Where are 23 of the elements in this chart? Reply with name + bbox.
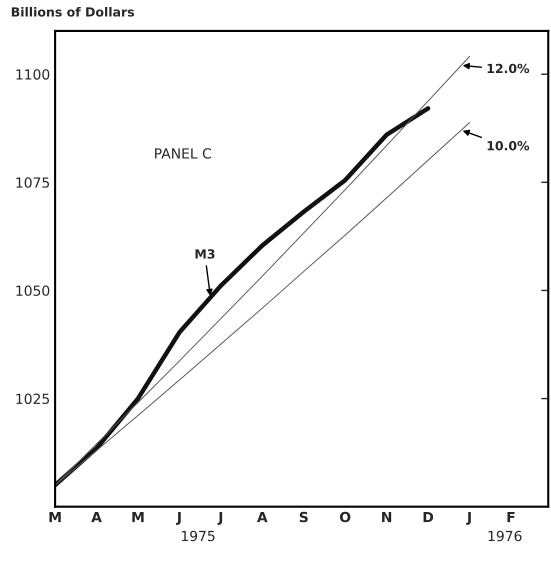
x-tick-label: J xyxy=(466,512,471,525)
x-tick-label: F xyxy=(507,512,515,522)
x-tick-label: A xyxy=(256,512,268,522)
y-tick-label: 1025 xyxy=(16,394,50,404)
x-tick-label: D xyxy=(424,512,434,522)
annotation: PANEL C xyxy=(155,148,211,159)
x-tick-label: A xyxy=(91,512,102,522)
x-tick-label: M xyxy=(132,512,144,522)
text: 1975 xyxy=(182,530,215,542)
x-tick-label: S xyxy=(300,512,308,522)
y-axis-title: Billions of Dollars xyxy=(12,6,134,17)
series-label: M3 xyxy=(196,249,215,259)
text: 1976 xyxy=(488,530,522,542)
series-label: 12.0% xyxy=(488,64,530,74)
x-tick-label: O xyxy=(340,512,350,522)
text: 10.0% xyxy=(488,141,530,150)
x-tick-label: J xyxy=(176,512,181,525)
y-tick-label: 1050 xyxy=(16,285,50,296)
x-tick-label: M xyxy=(49,512,61,522)
x-tick-label: N xyxy=(382,512,392,522)
y-tick-label: 1075 xyxy=(16,177,50,188)
x-tick-label: J xyxy=(218,512,222,525)
y-tick-label: 1100 xyxy=(16,69,50,80)
